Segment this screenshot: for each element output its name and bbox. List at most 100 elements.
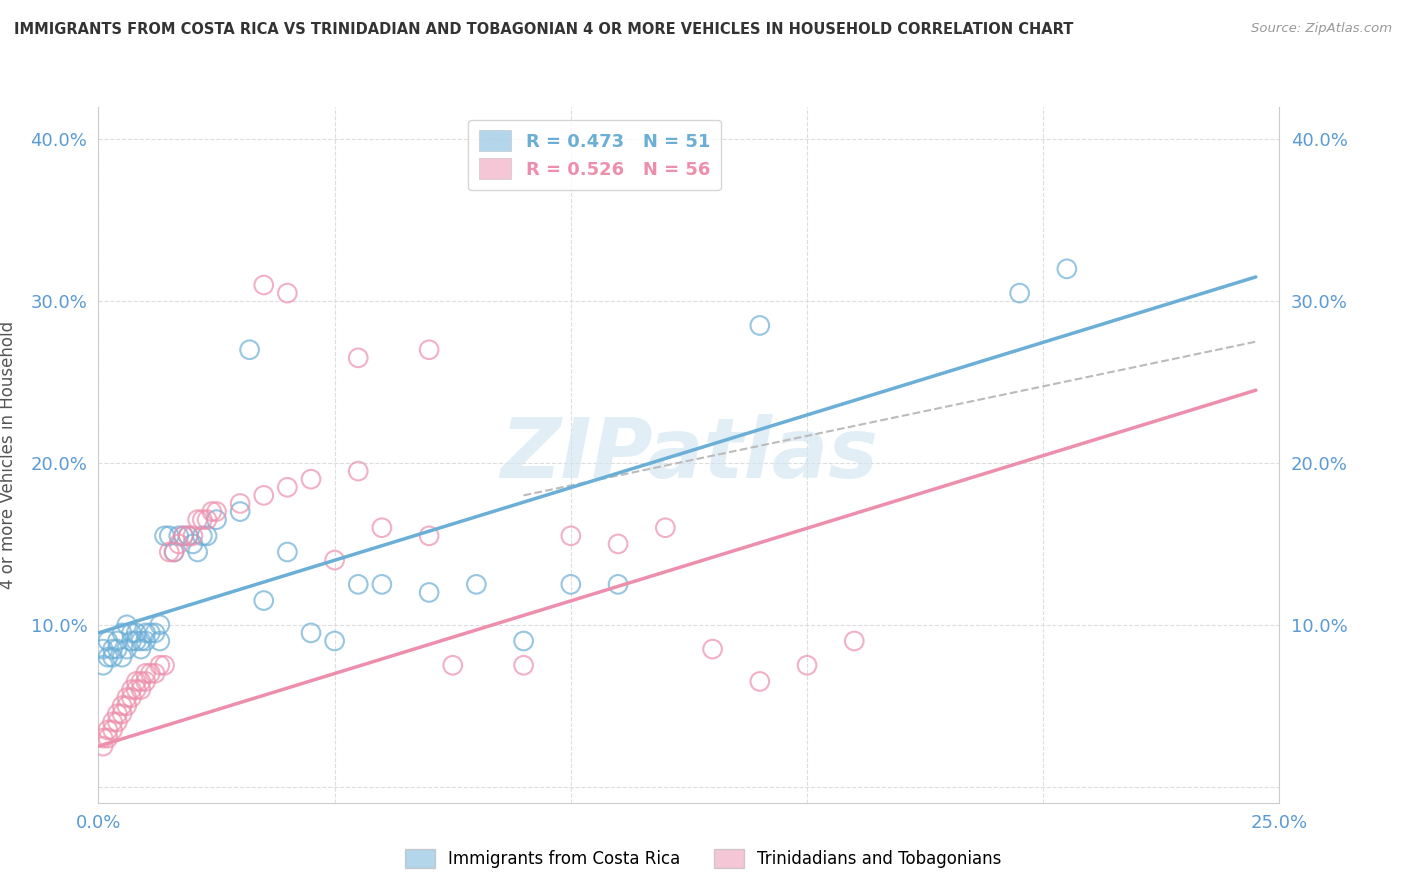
Point <box>125 674 148 689</box>
Point <box>253 593 276 607</box>
Point <box>323 634 346 648</box>
Point <box>1056 261 1078 276</box>
Point <box>607 577 630 591</box>
Point <box>702 642 724 657</box>
Point <box>239 343 262 357</box>
Legend: Immigrants from Costa Rica, Trinidadians and Tobagonians: Immigrants from Costa Rica, Trinidadians… <box>398 842 1008 875</box>
Point <box>253 488 276 502</box>
Point <box>135 634 157 648</box>
Point <box>129 634 152 648</box>
Point <box>371 577 394 591</box>
Point <box>748 318 770 333</box>
Point <box>111 706 134 721</box>
Point <box>163 545 186 559</box>
Point <box>115 642 138 657</box>
Point <box>97 634 120 648</box>
Point <box>205 513 228 527</box>
Point <box>276 480 298 494</box>
Point <box>172 529 194 543</box>
Point <box>101 714 124 729</box>
Point <box>149 658 172 673</box>
Point <box>371 521 394 535</box>
Legend: R = 0.473   N = 51, R = 0.526   N = 56: R = 0.473 N = 51, R = 0.526 N = 56 <box>468 120 721 190</box>
Point <box>111 626 134 640</box>
Point <box>796 658 818 673</box>
Point <box>201 504 224 518</box>
Point <box>149 634 172 648</box>
Point <box>91 731 114 745</box>
Point <box>195 513 218 527</box>
Point <box>465 577 488 591</box>
Point <box>125 634 148 648</box>
Point <box>143 666 166 681</box>
Point <box>105 642 128 657</box>
Point <box>229 504 252 518</box>
Point <box>172 529 194 543</box>
Point <box>163 545 186 559</box>
Point <box>115 690 138 705</box>
Point <box>125 682 148 697</box>
Point <box>101 650 124 665</box>
Text: Source: ZipAtlas.com: Source: ZipAtlas.com <box>1251 22 1392 36</box>
Point <box>111 698 134 713</box>
Point <box>347 464 370 478</box>
Point <box>135 666 157 681</box>
Text: ZIPatlas: ZIPatlas <box>501 415 877 495</box>
Point <box>1008 286 1031 301</box>
Point <box>129 682 152 697</box>
Point <box>149 617 172 632</box>
Point <box>97 723 120 737</box>
Point <box>101 723 124 737</box>
Point <box>177 529 200 543</box>
Point <box>157 545 180 559</box>
Point <box>125 626 148 640</box>
Point <box>177 529 200 543</box>
Point <box>347 577 370 591</box>
Point <box>91 739 114 754</box>
Point <box>844 634 866 648</box>
Point <box>253 278 276 293</box>
Point <box>205 504 228 518</box>
Point <box>157 529 180 543</box>
Point <box>512 658 534 673</box>
Point <box>748 674 770 689</box>
Point <box>121 626 143 640</box>
Point <box>167 529 190 543</box>
Point <box>191 529 214 543</box>
Point <box>654 521 676 535</box>
Point <box>167 537 190 551</box>
Point <box>560 529 582 543</box>
Point <box>129 642 152 657</box>
Point <box>97 731 120 745</box>
Point <box>129 674 152 689</box>
Point <box>299 626 322 640</box>
Point <box>276 545 298 559</box>
Point <box>195 529 218 543</box>
Point <box>115 617 138 632</box>
Point <box>187 513 209 527</box>
Point <box>229 496 252 510</box>
Point <box>105 706 128 721</box>
Point <box>105 714 128 729</box>
Point <box>347 351 370 365</box>
Point <box>560 577 582 591</box>
Point <box>101 642 124 657</box>
Point <box>105 634 128 648</box>
Point <box>512 634 534 648</box>
Point <box>153 529 176 543</box>
Point <box>191 513 214 527</box>
Point <box>418 343 440 357</box>
Point <box>97 650 120 665</box>
Point <box>121 682 143 697</box>
Point <box>153 658 176 673</box>
Point <box>187 545 209 559</box>
Point <box>418 585 440 599</box>
Point <box>121 690 143 705</box>
Point <box>299 472 322 486</box>
Text: IMMIGRANTS FROM COSTA RICA VS TRINIDADIAN AND TOBAGONIAN 4 OR MORE VEHICLES IN H: IMMIGRANTS FROM COSTA RICA VS TRINIDADIA… <box>14 22 1073 37</box>
Point <box>323 553 346 567</box>
Point <box>115 698 138 713</box>
Point <box>135 626 157 640</box>
Point <box>181 537 204 551</box>
Point <box>143 626 166 640</box>
